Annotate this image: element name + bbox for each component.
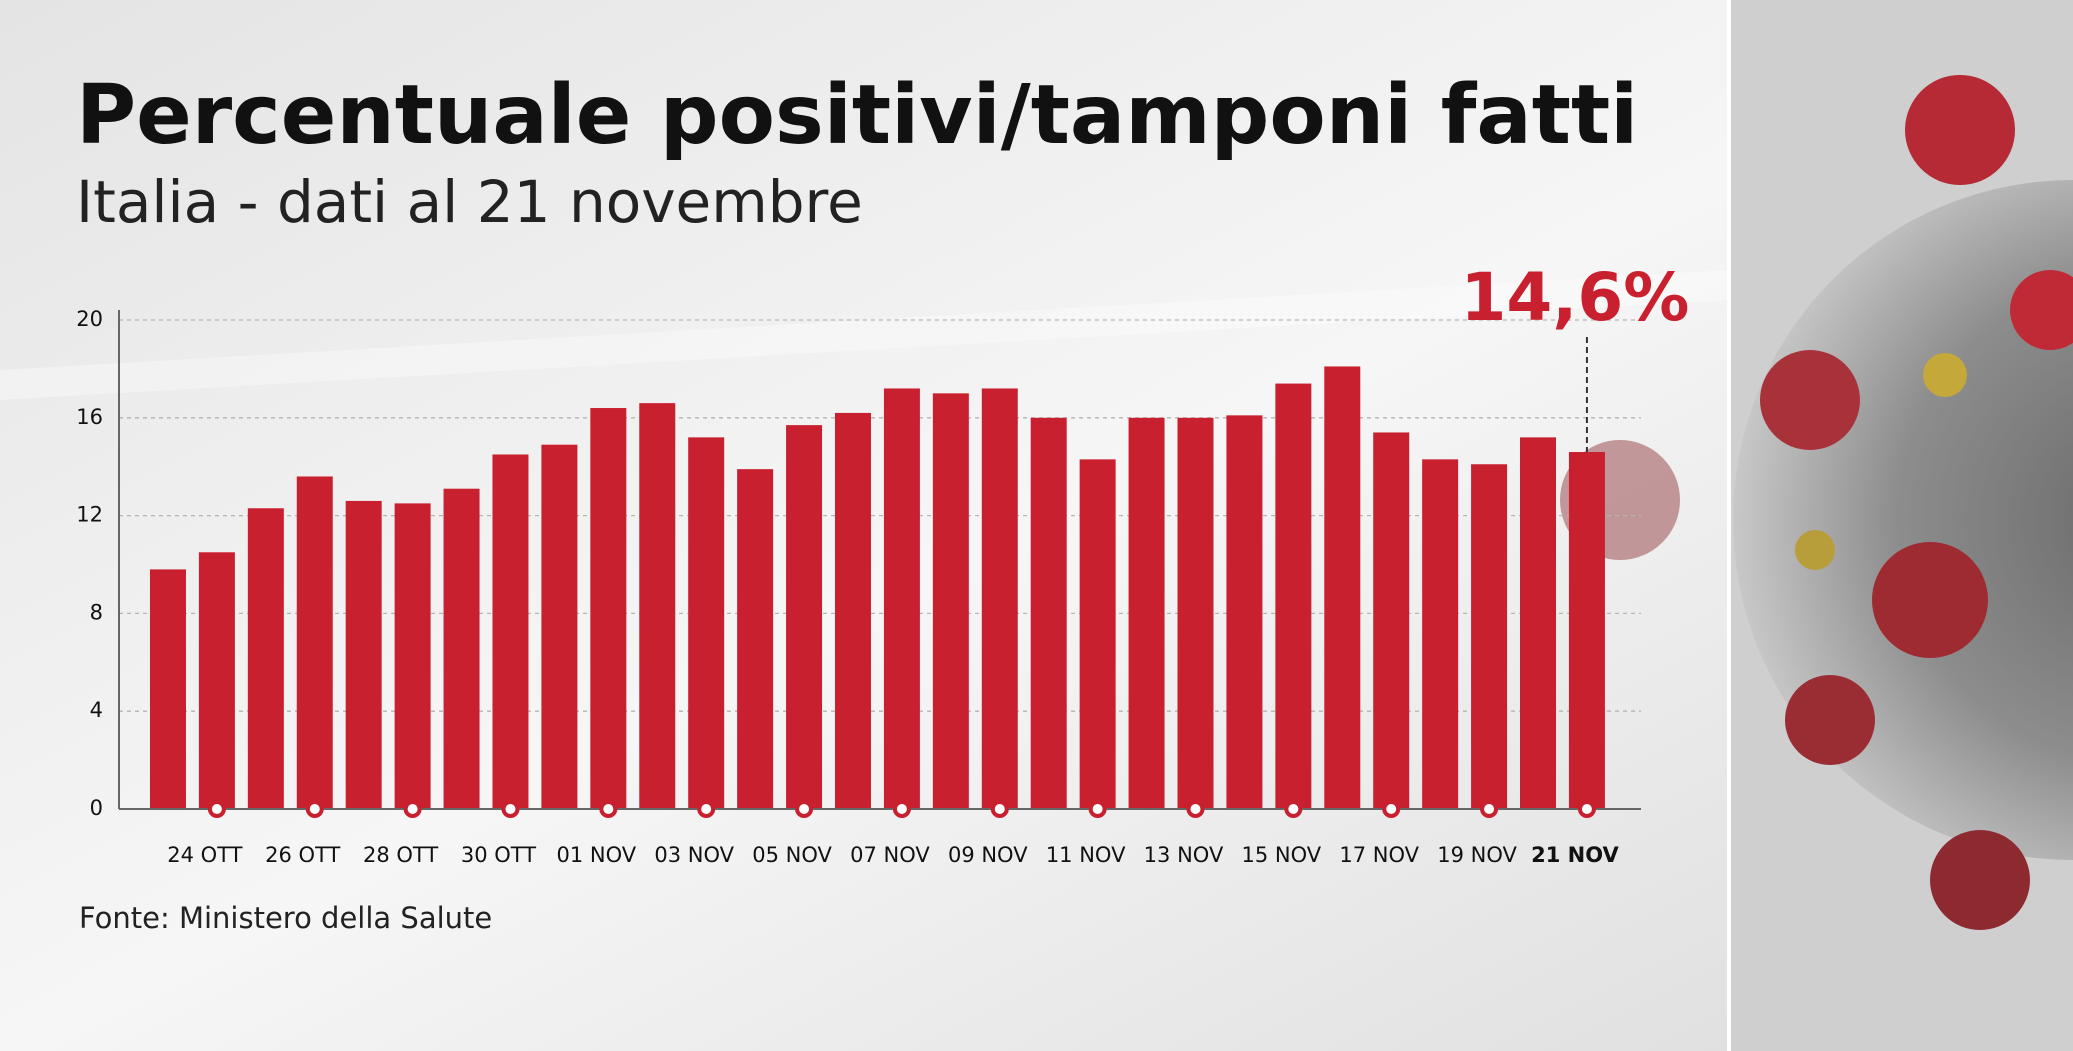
bar xyxy=(932,393,969,809)
chart-subtitle: Italia - dati al 21 novembre xyxy=(76,168,863,236)
bar xyxy=(639,403,676,809)
x-tick-dot xyxy=(990,800,1009,818)
bar xyxy=(981,388,1018,809)
source: Fonte: Ministero della Salute xyxy=(79,901,492,935)
x-tick-label: 30 OTT xyxy=(461,843,536,867)
x-tick-dot xyxy=(892,800,911,818)
bar xyxy=(1079,459,1116,809)
x-tick-dot xyxy=(305,800,324,818)
bar xyxy=(443,488,480,809)
bar xyxy=(688,437,725,809)
x-tick-dot xyxy=(1480,800,1499,818)
x-tick-dot xyxy=(1186,800,1205,818)
bar xyxy=(247,508,284,809)
x-tick-label: 24 OTT xyxy=(167,843,242,867)
chart-title: Percentuale positivi/tamponi fatti xyxy=(76,68,1638,163)
x-tick-dot xyxy=(501,800,520,818)
bar xyxy=(394,503,431,809)
virus-image xyxy=(1560,0,2073,1051)
x-tick-label: 21 NOV xyxy=(1531,843,1619,867)
x-tick-label: 15 NOV xyxy=(1242,843,1322,867)
bar xyxy=(1128,417,1165,809)
x-tick-dot xyxy=(403,800,422,818)
bar xyxy=(590,408,627,809)
bar xyxy=(492,454,529,809)
x-tick-dot xyxy=(795,800,814,818)
bar xyxy=(345,500,382,809)
x-tick-label: 03 NOV xyxy=(654,843,734,867)
bar xyxy=(1030,417,1067,809)
x-tick-label: 26 OTT xyxy=(265,843,340,867)
x-tick-dot xyxy=(1088,800,1107,818)
x-tick-label: 07 NOV xyxy=(850,843,930,867)
x-tick-dot xyxy=(697,800,716,818)
bar xyxy=(541,444,578,809)
bar xyxy=(1373,432,1410,809)
bar xyxy=(834,412,871,809)
x-tick-label: 19 NOV xyxy=(1437,843,1517,867)
bar xyxy=(1520,437,1557,809)
x-tick-label: 05 NOV xyxy=(752,843,832,867)
bar xyxy=(1422,459,1459,809)
bar xyxy=(296,476,333,809)
x-tick-label: 28 OTT xyxy=(363,843,438,867)
y-tick-label: 20 xyxy=(76,307,103,331)
x-tick-label: 09 NOV xyxy=(948,843,1028,867)
x-tick-label: 13 NOV xyxy=(1144,843,1224,867)
bar xyxy=(737,469,774,809)
x-tick-label: 01 NOV xyxy=(557,843,637,867)
bar xyxy=(1177,417,1214,809)
value-label: 14,6% xyxy=(1460,259,1689,336)
x-tick-dot xyxy=(1382,800,1401,818)
bar xyxy=(1275,383,1312,809)
bar xyxy=(1471,464,1508,809)
x-tick-dot xyxy=(207,800,226,818)
x-tick-label: 11 NOV xyxy=(1046,843,1126,867)
bar xyxy=(149,569,186,809)
y-tick-label: 4 xyxy=(90,698,103,722)
decor xyxy=(0,270,1729,400)
y-tick-label: 0 xyxy=(90,796,103,820)
x-tick-label: 17 NOV xyxy=(1339,843,1419,867)
x-tick-dot xyxy=(1284,800,1303,818)
bar xyxy=(1226,415,1263,809)
y-tick-label: 8 xyxy=(90,600,103,624)
bar xyxy=(1568,452,1605,809)
bar xyxy=(198,552,235,809)
x-tick-dot xyxy=(599,800,618,818)
bar xyxy=(786,425,823,809)
x-tick-dot xyxy=(1577,800,1596,818)
bar xyxy=(883,388,920,809)
y-tick-label: 16 xyxy=(76,405,103,429)
y-tick-label: 12 xyxy=(76,503,103,527)
bar xyxy=(1324,366,1361,809)
